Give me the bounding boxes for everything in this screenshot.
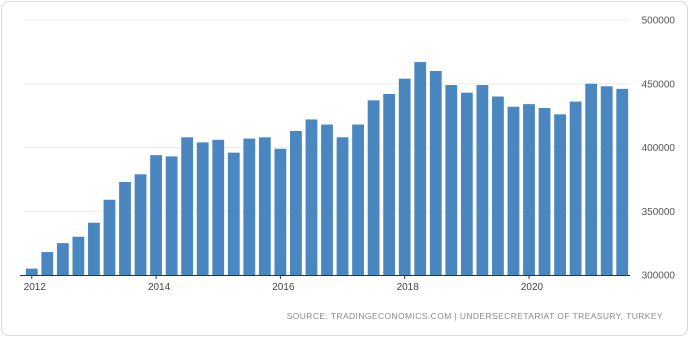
bar — [119, 181, 131, 275]
bar — [290, 130, 302, 275]
bar — [88, 222, 100, 275]
bar — [460, 92, 473, 276]
bar — [476, 85, 489, 275]
bar — [336, 137, 349, 275]
y-tick-label: 400000 — [642, 143, 676, 154]
bar — [25, 268, 38, 276]
bar — [600, 86, 613, 275]
bar — [429, 71, 442, 275]
y-axis-ticks: 500000 450000 400000 350000 300000 — [642, 16, 676, 282]
bar — [352, 124, 364, 275]
bar — [523, 104, 535, 276]
bar — [569, 101, 582, 275]
bar — [398, 78, 411, 276]
y-tick-label: 350000 — [642, 207, 676, 218]
bar — [258, 137, 271, 275]
bar — [165, 156, 178, 275]
bar — [103, 199, 116, 275]
bar — [367, 100, 380, 275]
bar — [305, 119, 318, 275]
bar — [554, 114, 566, 275]
y-tick-label: 300000 — [642, 271, 676, 282]
bar — [445, 85, 458, 275]
bar — [274, 148, 287, 275]
x-tick-label: 2020 — [521, 282, 544, 293]
bar — [507, 106, 520, 275]
y-tick-label: 450000 — [642, 79, 676, 90]
x-tick-label: 2012 — [24, 282, 47, 293]
bar — [538, 107, 551, 275]
bar — [41, 252, 54, 275]
bar — [321, 124, 333, 275]
source-note: SOURCE: TRADINGECONOMICS.COM | UNDERSECR… — [286, 311, 663, 321]
bar — [616, 88, 629, 275]
bar — [72, 236, 85, 275]
bar-series — [25, 62, 629, 276]
bar — [243, 138, 256, 275]
bar — [414, 62, 427, 275]
y-tick-label: 500000 — [642, 16, 676, 27]
bar — [56, 243, 69, 276]
bar — [196, 142, 209, 275]
bar — [134, 174, 147, 275]
x-tick-label: 2014 — [148, 282, 171, 293]
bar — [585, 83, 598, 275]
bar — [181, 137, 194, 275]
bar — [150, 155, 162, 275]
x-tick-label: 2018 — [397, 282, 420, 293]
bar — [212, 139, 225, 275]
x-tick-label: 2016 — [272, 282, 295, 293]
bar — [492, 96, 504, 275]
bar — [383, 93, 396, 275]
bar — [227, 152, 240, 275]
x-axis-ticks: 2012 2014 2016 2018 2020 — [24, 275, 544, 293]
